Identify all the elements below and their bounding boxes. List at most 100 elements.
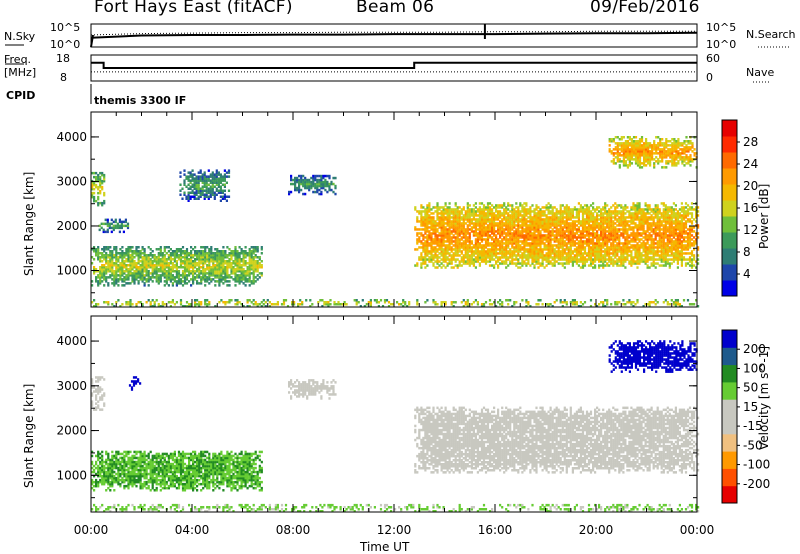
power-cell bbox=[226, 246, 229, 249]
power-cell bbox=[539, 234, 542, 237]
power-cell bbox=[664, 246, 667, 249]
power-cell bbox=[606, 262, 609, 265]
power-cell bbox=[181, 284, 185, 287]
power-cell bbox=[636, 214, 639, 217]
power-cell bbox=[624, 154, 627, 157]
power-cell bbox=[248, 274, 251, 277]
power-cell bbox=[113, 256, 116, 259]
power-cell bbox=[519, 204, 522, 207]
power-cell bbox=[671, 150, 674, 153]
power-cell bbox=[111, 270, 114, 273]
power-cell bbox=[690, 234, 694, 237]
power-cell bbox=[149, 254, 152, 257]
power-cell bbox=[602, 244, 605, 247]
power-cell bbox=[569, 238, 572, 241]
power-cell bbox=[476, 258, 479, 261]
power-cell bbox=[628, 138, 631, 141]
power-cell bbox=[589, 210, 593, 213]
power-cell bbox=[680, 210, 683, 213]
power-cell bbox=[123, 278, 126, 281]
power-cell bbox=[420, 222, 423, 225]
power-cell bbox=[608, 218, 611, 221]
power-cell bbox=[161, 270, 164, 273]
power-cell bbox=[626, 156, 629, 159]
power-cell bbox=[686, 238, 690, 241]
power-cell bbox=[565, 260, 568, 263]
power-cell bbox=[472, 216, 475, 219]
power-cell bbox=[507, 224, 510, 227]
power-cell bbox=[434, 252, 437, 255]
power-cell bbox=[450, 210, 453, 213]
power-cell bbox=[523, 240, 526, 243]
power-cell bbox=[602, 264, 605, 267]
power-cell bbox=[470, 226, 473, 229]
power-cell bbox=[242, 272, 245, 275]
power-cell bbox=[672, 258, 675, 261]
power-cell bbox=[503, 236, 506, 239]
power-cell bbox=[684, 240, 688, 243]
power-cell bbox=[563, 234, 566, 237]
power-cell bbox=[521, 210, 524, 213]
power-cell bbox=[202, 258, 205, 261]
power-cell bbox=[218, 262, 221, 265]
power-cell bbox=[587, 264, 591, 267]
power-cell bbox=[659, 144, 662, 147]
power-cell bbox=[216, 270, 219, 273]
power-cell bbox=[678, 244, 681, 247]
power-cell bbox=[557, 238, 560, 241]
power-cell bbox=[115, 276, 118, 279]
power-cell bbox=[559, 228, 562, 231]
power-cell bbox=[575, 220, 578, 223]
power-cell bbox=[232, 250, 235, 253]
power-cell bbox=[260, 260, 263, 263]
power-cell bbox=[238, 260, 241, 263]
power-cell bbox=[638, 262, 641, 265]
power-cell bbox=[660, 260, 663, 263]
power-cell bbox=[185, 270, 189, 273]
power-cell bbox=[620, 150, 623, 153]
power-cell bbox=[472, 262, 475, 265]
power-cell bbox=[628, 136, 631, 139]
power-cell bbox=[493, 214, 496, 217]
power-cell bbox=[486, 244, 490, 247]
power-cell bbox=[499, 220, 502, 223]
power-cell bbox=[636, 248, 639, 251]
power-cell bbox=[573, 260, 576, 263]
power-cell bbox=[680, 214, 683, 217]
power-cell bbox=[669, 152, 672, 155]
power-cell bbox=[450, 256, 453, 259]
power-cell bbox=[642, 240, 645, 243]
power-cell bbox=[638, 142, 642, 145]
power-cell bbox=[537, 210, 540, 213]
power-cell bbox=[517, 236, 520, 239]
power-cell bbox=[482, 230, 486, 233]
power-cell bbox=[658, 220, 661, 223]
power-cell bbox=[183, 276, 187, 279]
power-cell bbox=[222, 282, 225, 285]
power-cell bbox=[632, 244, 635, 247]
power-cell bbox=[210, 268, 213, 271]
power-cell bbox=[248, 248, 251, 251]
power-cell bbox=[426, 210, 429, 213]
power-cell bbox=[587, 230, 591, 233]
power-cell bbox=[638, 146, 642, 149]
power-cell bbox=[497, 218, 500, 221]
power-cell bbox=[632, 262, 635, 265]
power-cell bbox=[670, 234, 673, 237]
power-cell bbox=[474, 248, 477, 251]
power-cell bbox=[97, 258, 100, 261]
power-cell bbox=[448, 230, 451, 233]
power-cell bbox=[604, 210, 607, 213]
power-cell bbox=[509, 254, 512, 257]
power-cell bbox=[519, 220, 522, 223]
power-cell bbox=[101, 266, 104, 269]
power-cell bbox=[210, 258, 213, 261]
power-cell bbox=[115, 258, 118, 261]
power-cell bbox=[644, 234, 647, 237]
power-cell bbox=[624, 208, 627, 211]
power-cell bbox=[646, 226, 649, 229]
power-cell bbox=[440, 258, 443, 261]
power-cell bbox=[511, 232, 514, 235]
power-cell bbox=[228, 258, 231, 261]
power-cell bbox=[428, 218, 431, 221]
